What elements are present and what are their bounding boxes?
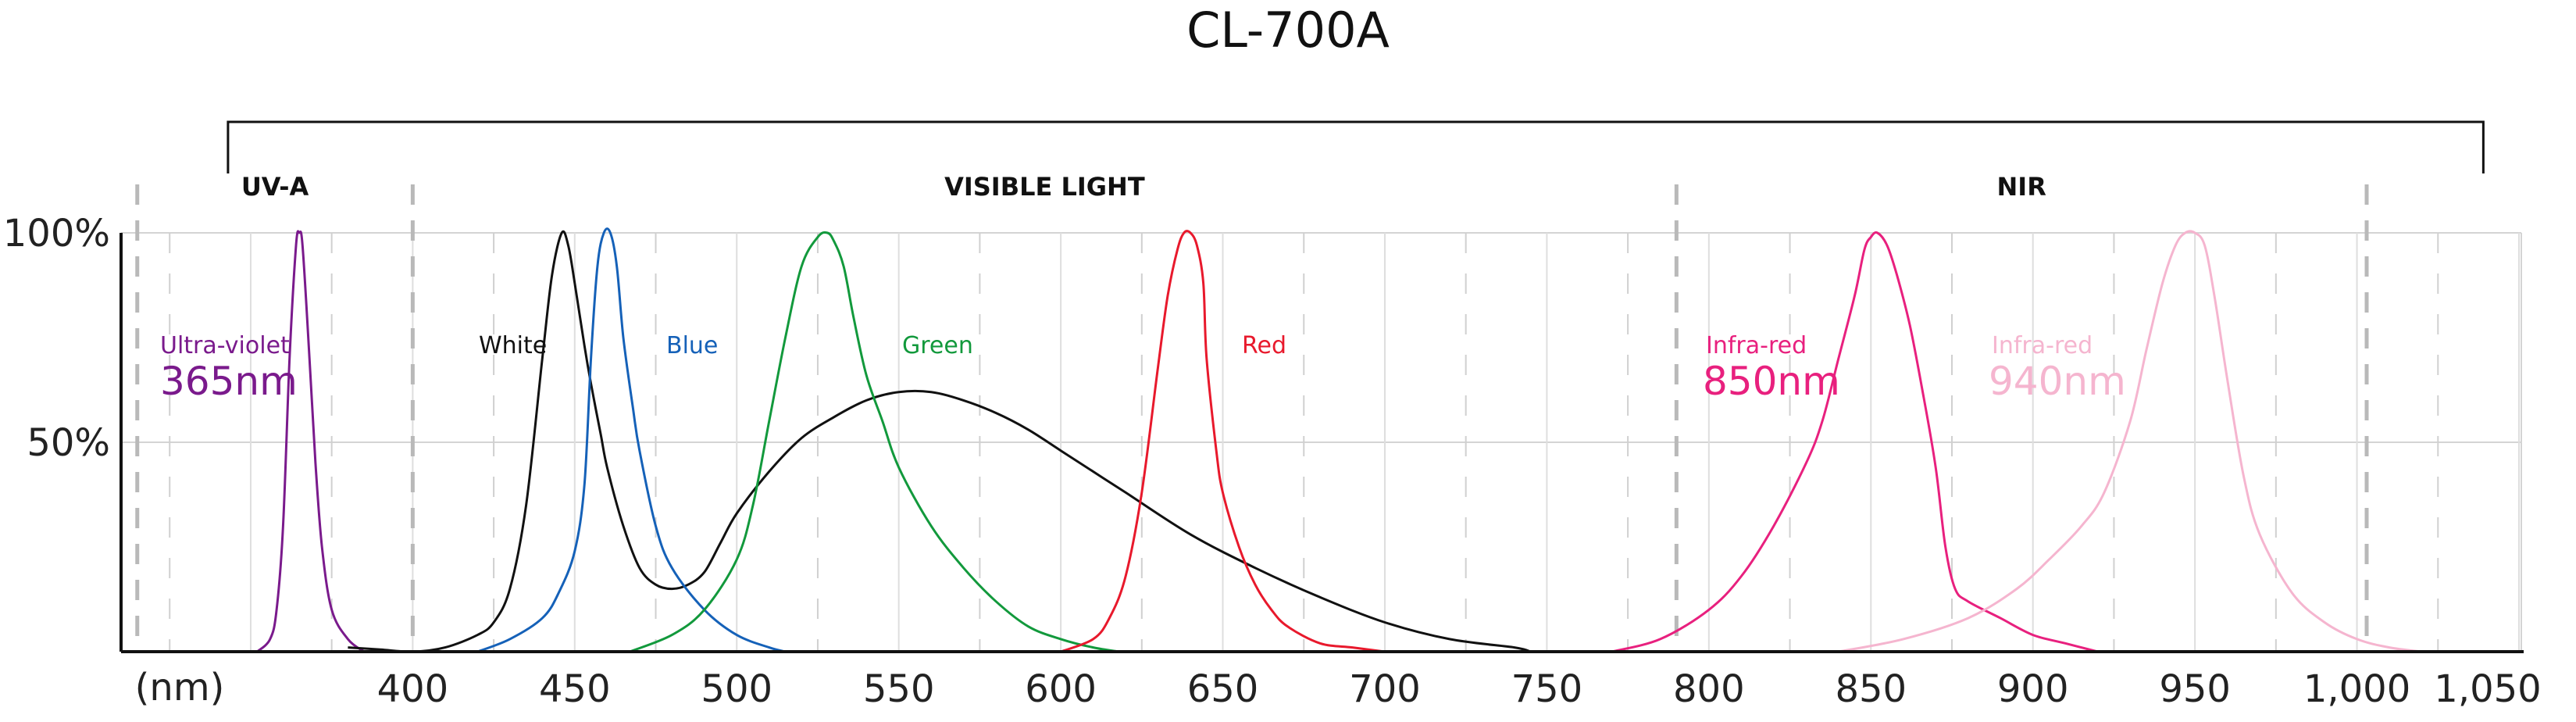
series-label-wavelength: 365nm <box>160 359 298 404</box>
x-tick-label: 450 <box>539 667 611 711</box>
series-label-wavelength: 940nm <box>1989 359 2126 404</box>
chart-title: CL-700A <box>1186 2 1390 59</box>
x-tick-label: 900 <box>1997 667 2069 711</box>
series-line <box>1838 230 2422 653</box>
x-tick-label: 400 <box>377 667 449 711</box>
axes: 50% 100% 400 450 500 550 600 650 700 750 800 850 900… <box>3 212 2542 711</box>
series-label-name: Ultra-violet <box>160 332 290 359</box>
series-line <box>1060 230 1386 653</box>
series-line <box>629 231 1120 653</box>
x-tick-label: 650 <box>1187 667 1259 711</box>
x-tick-label: 550 <box>863 667 935 711</box>
series-line <box>476 227 786 653</box>
x-tick-label: 600 <box>1025 667 1097 711</box>
series-label-name: Infra-red <box>1992 332 2093 359</box>
series-line <box>348 230 1532 653</box>
spectrum-series <box>256 227 2422 653</box>
series-label-name: Green <box>902 332 973 359</box>
x-tick-label: 1,000 <box>2303 667 2410 711</box>
band-markers: UV-A VISIBLE LIGHT NIR <box>135 120 2485 652</box>
x-tick-label: 500 <box>701 667 772 711</box>
band-label: UV-A <box>241 172 309 202</box>
series-label-name: Blue <box>666 332 718 359</box>
grid <box>121 232 2522 652</box>
x-tick-label: 850 <box>1835 667 1907 711</box>
y-tick-label: 100% <box>3 212 110 256</box>
series-label-wavelength: 850nm <box>1703 359 1840 404</box>
series-label-name: Infra-red <box>1706 332 1807 359</box>
series-line <box>256 230 366 653</box>
y-tick-label: 50% <box>27 421 110 465</box>
x-tick-label: 800 <box>1673 667 1745 711</box>
x-tick-label: 700 <box>1349 667 1421 711</box>
series-line <box>1611 231 2099 653</box>
x-tick-label: 1,050 <box>2434 667 2541 711</box>
range-bracket <box>227 120 2485 173</box>
series-label-name: White <box>479 332 547 359</box>
x-axis-unit-label: (nm) <box>135 666 225 709</box>
band-label: NIR <box>1997 172 2046 202</box>
x-tick-label: 750 <box>1511 667 1583 711</box>
band-label: VISIBLE LIGHT <box>944 172 1145 202</box>
x-tick-label: 950 <box>2159 667 2231 711</box>
series-label-name: Red <box>1242 332 1286 359</box>
